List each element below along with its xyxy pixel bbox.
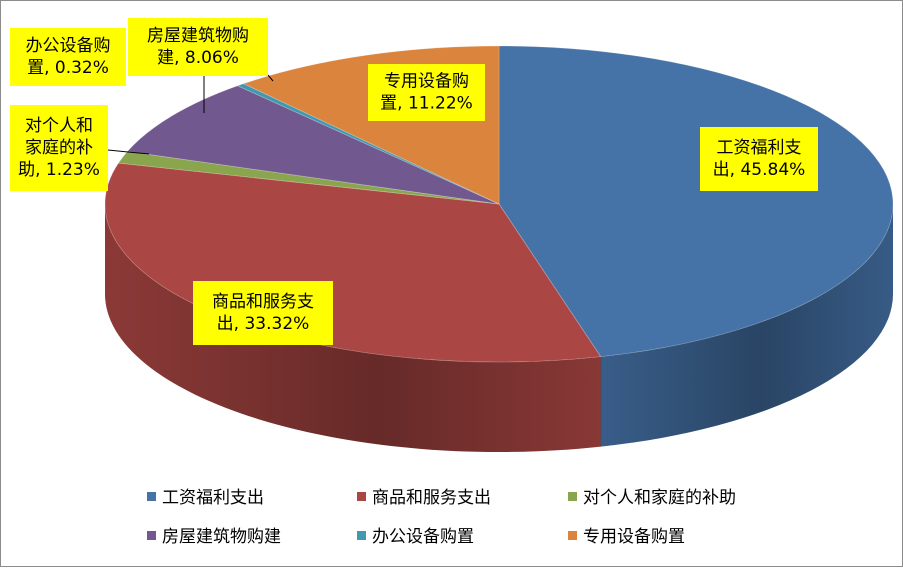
data-label-2: 对个人和家庭的补助, 1.23% [10, 105, 108, 191]
data-label-text-5-1: 置, 11.22% [380, 94, 473, 114]
data-label-text-0-1: 出, 45.84% [713, 160, 806, 180]
pie-slice-3 [126, 85, 500, 205]
legend-label-2: 对个人和家庭的补助 [583, 488, 736, 508]
legend-item-1: 商品和服务支出 [357, 488, 491, 508]
legend-swatch-3 [147, 531, 156, 540]
legend-swatch-5 [568, 531, 577, 540]
legend-label-5: 专用设备购置 [583, 527, 685, 547]
legend-label-1: 商品和服务支出 [372, 488, 491, 508]
pie-slice-4 [236, 83, 500, 205]
data-label-4: 办公设备购置, 0.32% [10, 28, 126, 86]
pie-sides [105, 204, 893, 453]
data-label-box-5 [368, 64, 485, 121]
data-label-text-1-1: 出, 33.32% [217, 314, 310, 334]
pie-side-shade-0 [600, 204, 893, 447]
legend-swatch-1 [357, 492, 366, 501]
data-label-text-2-0: 对个人和 [25, 116, 93, 136]
data-label-1: 商品和服务支出, 33.32% [193, 281, 333, 345]
data-label-5: 专用设备购置, 11.22% [368, 64, 485, 121]
data-label-text-1-0: 商品和服务支 [212, 292, 314, 312]
data-label-box-3 [128, 18, 268, 76]
legend-swatch-4 [357, 531, 366, 540]
pie-side-shade-1 [105, 204, 601, 453]
data-label-box-2 [10, 105, 108, 191]
data-label-text-3-0: 房屋建筑物购 [147, 26, 249, 46]
legend-item-5: 专用设备购置 [568, 527, 685, 547]
data-label-text-4-0: 办公设备购 [26, 36, 111, 56]
data-label-3: 房屋建筑物购建, 8.06% [128, 18, 268, 76]
data-label-text-3-1: 建, 8.06% [157, 48, 239, 68]
legend-label-4: 办公设备购置 [372, 527, 474, 547]
legend-item-0: 工资福利支出 [147, 488, 264, 508]
data-label-box-0 [700, 127, 818, 191]
data-label-text-5-0: 专用设备购 [384, 72, 469, 92]
legend-item-2: 对个人和家庭的补助 [568, 488, 736, 508]
data-label-text-2-1: 家庭的补 [25, 138, 93, 158]
leader-lines [107, 74, 274, 155]
pie-top [104, 45, 894, 363]
legend-label-0: 工资福利支出 [162, 488, 264, 508]
data-label-0: 工资福利支出, 45.84% [700, 127, 818, 191]
legend-item-3: 房屋建筑物购建 [147, 527, 281, 547]
data-labels: 工资福利支出, 45.84% 商品和服务支出, 33.32% 对个人和家庭的补助, … [10, 18, 818, 345]
data-label-text-4-1: 置, 0.32% [27, 58, 109, 78]
legend-label-3: 房屋建筑物购建 [162, 527, 281, 547]
leader-line-2 [107, 149, 150, 155]
leader-line-4 [267, 74, 274, 82]
legend-swatch-2 [568, 492, 577, 501]
pie-slice-0 [498, 45, 894, 358]
data-label-text-0-0: 工资福利支 [717, 138, 802, 158]
legend-item-4: 办公设备购置 [357, 527, 474, 547]
data-label-box-1 [193, 281, 333, 345]
legend-swatch-0 [147, 492, 156, 501]
data-label-box-4 [10, 28, 126, 86]
data-label-text-2-2: 助, 1.23% [18, 160, 100, 180]
